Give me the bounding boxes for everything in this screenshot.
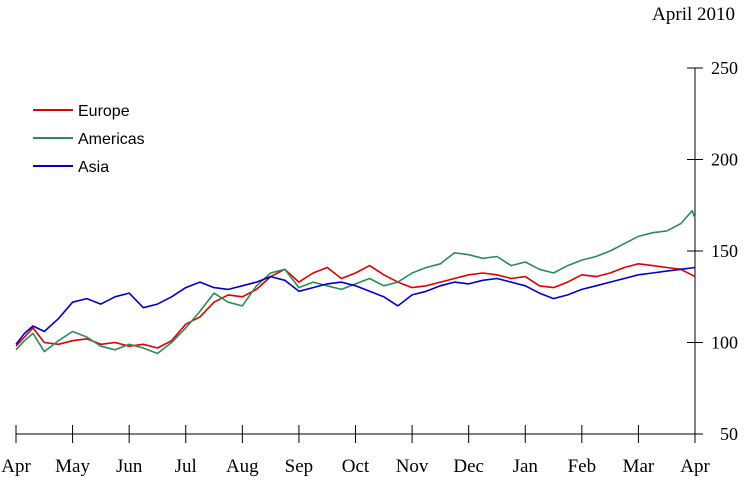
y-tick-label: 50 — [720, 424, 738, 444]
legend-label-asia: Asia — [78, 159, 109, 176]
x-tick-label: Aug — [226, 456, 259, 477]
series-line-americas — [15, 209, 696, 355]
x-tick-label: May — [55, 456, 90, 477]
x-tick-label: Jan — [513, 456, 539, 477]
series-layer — [15, 209, 696, 355]
series-line-asia — [15, 266, 696, 345]
x-tick-label: Dec — [453, 456, 484, 477]
legend: Europe Americas Asia — [33, 103, 145, 176]
x-tick-label: Jun — [116, 456, 143, 477]
corner-date-label: April 2010 — [652, 4, 735, 25]
y-tick-label: 100 — [711, 333, 738, 353]
x-tick-label: Apr — [1, 456, 31, 477]
y-tick-label: 200 — [711, 150, 738, 170]
series-line-europe — [15, 263, 696, 349]
y-tick-label: 250 — [711, 58, 738, 78]
x-axis-ticks: Apr May Jun Jul Aug Sep Oct Nov Dec Jan Feb Mar Apr — [1, 425, 710, 477]
x-tick-label: Mar — [623, 456, 655, 477]
y-tick-label: 150 — [711, 241, 738, 261]
x-tick-label: Nov — [396, 456, 429, 477]
legend-label-americas: Americas — [78, 131, 145, 148]
x-tick-label: Sep — [285, 456, 314, 477]
legend-label-europe: Europe — [78, 103, 130, 120]
x-tick-label: Apr — [680, 456, 710, 477]
x-tick-label: Feb — [568, 456, 597, 477]
x-tick-label: Jul — [175, 456, 197, 477]
y-axis-ticks: 50 100 150 200 250 — [687, 58, 738, 444]
x-tick-label: Oct — [342, 456, 370, 477]
